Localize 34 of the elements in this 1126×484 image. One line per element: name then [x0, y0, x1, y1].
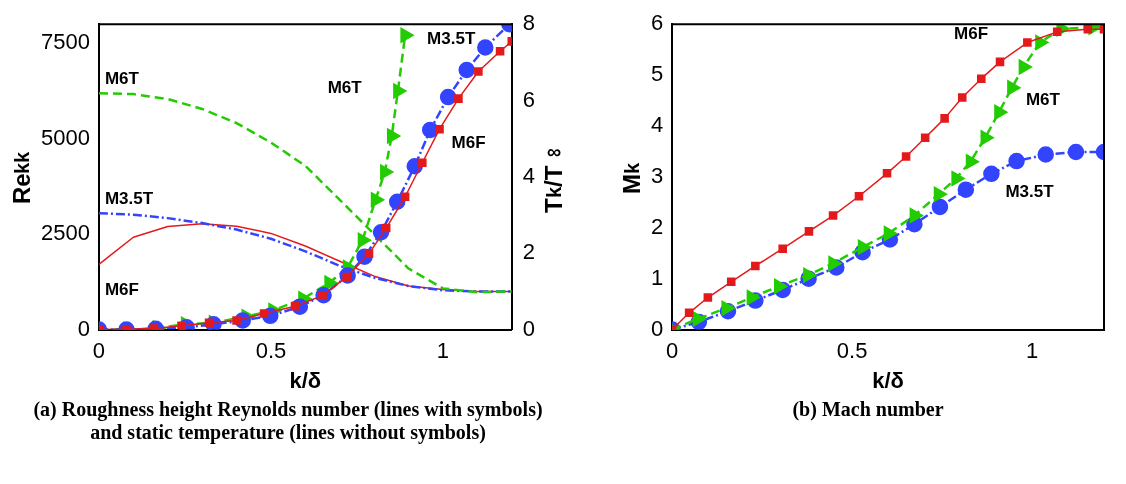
y2-tick-label: 0 [522, 315, 536, 341]
x-tick-label: 0.5 [836, 337, 868, 363]
y-tick-label: 4 [650, 112, 664, 138]
y2-tick-label: 6 [522, 86, 536, 112]
series-label: M6T [1025, 89, 1061, 109]
x-axis-title: k/δ [289, 367, 322, 393]
series-label: M6F [104, 280, 139, 300]
text: (a) Roughness height Reynolds number (lines with symbols) and static temperature (lines without symbols) [32, 398, 544, 444]
text: (b) Mach number [791, 398, 945, 421]
y-tick-label: 0 [650, 315, 664, 341]
y-tick-label: 5 [650, 61, 664, 87]
x-tick-label: 1 [436, 337, 450, 363]
y-tick-label: 1 [650, 264, 664, 290]
y-tick-label: 0 [77, 315, 90, 341]
series-label: M6T [104, 68, 140, 88]
series-label: M6F [954, 23, 989, 43]
x-tick-label: 0 [92, 337, 106, 363]
x-axis-title: k/δ [872, 367, 904, 393]
series-label: M6T [327, 77, 363, 97]
y-tick-label: 6 [650, 10, 664, 36]
series-label: M3.5T [104, 188, 154, 208]
y-tick-label: 5000 [40, 124, 90, 150]
x-tick-label: 1 [1025, 337, 1039, 363]
y-tick-label: 7500 [40, 29, 90, 55]
series-label: M3.5T [1005, 181, 1055, 201]
y-tick-label: 2 [650, 213, 664, 239]
y2-tick-label: 8 [522, 10, 536, 36]
x-tick-label: 0.5 [255, 337, 287, 363]
y-tick-label: 3 [650, 162, 664, 188]
series-label: M3.5T [427, 29, 476, 49]
y-tick-label: 2500 [40, 220, 90, 246]
series-label: M6F [451, 132, 486, 152]
y2-tick-label: 4 [522, 162, 536, 188]
y2-tick-label: 2 [522, 239, 536, 265]
